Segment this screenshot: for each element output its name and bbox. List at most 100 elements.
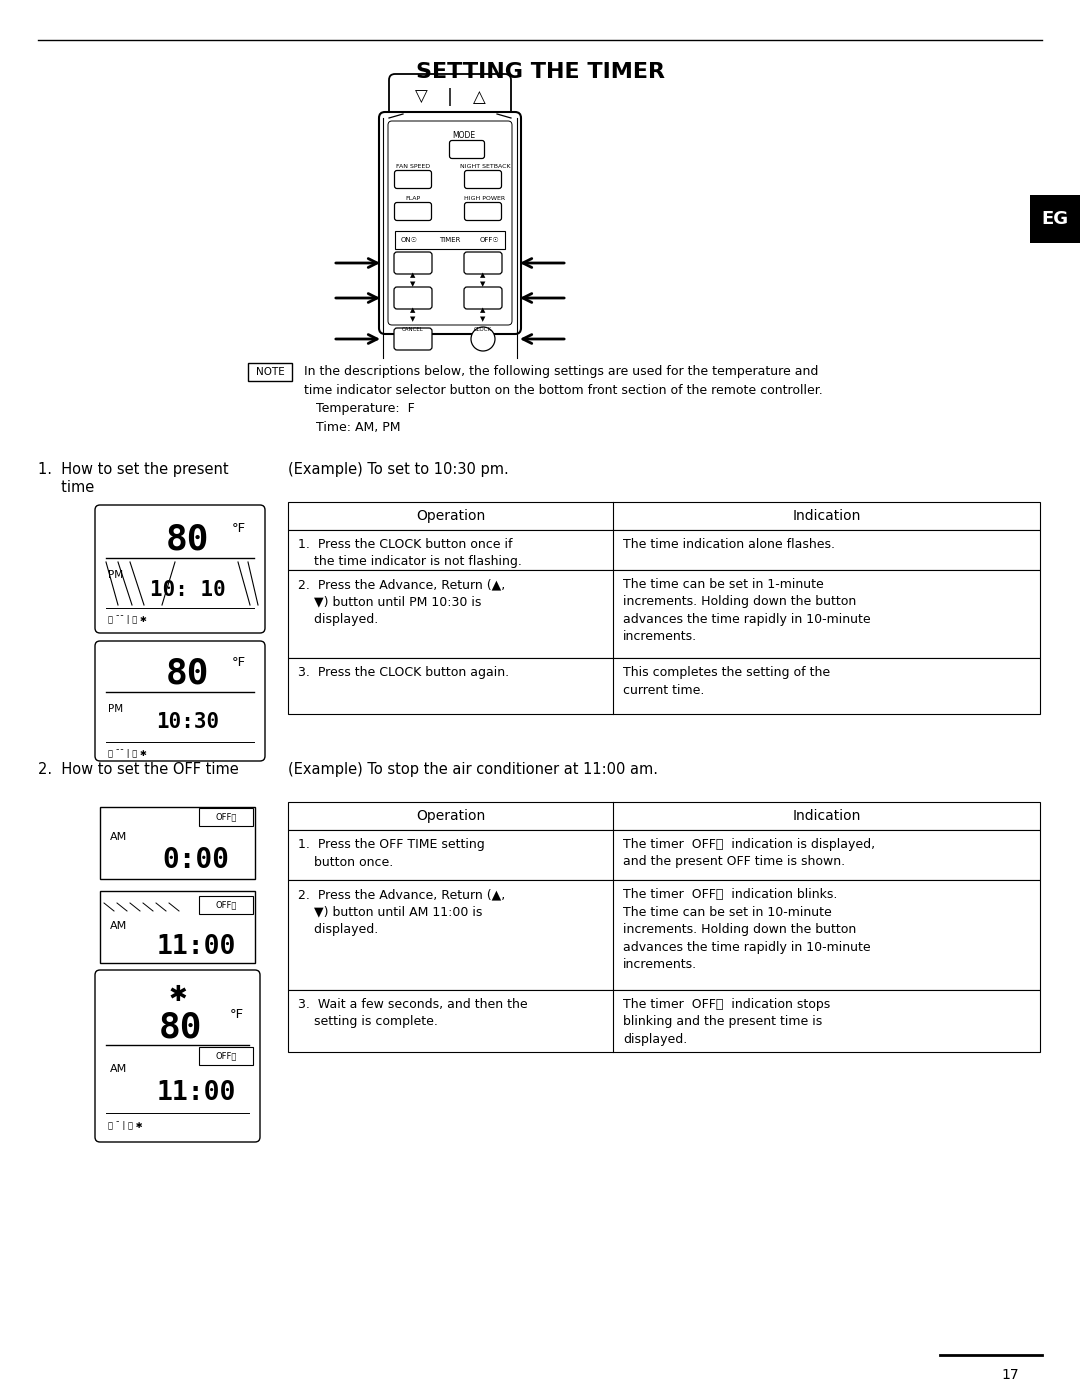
- Bar: [288, 658, 1040, 714]
- FancyBboxPatch shape: [464, 286, 502, 309]
- Bar: [288, 570, 1040, 658]
- FancyBboxPatch shape: [379, 112, 521, 334]
- FancyBboxPatch shape: [199, 807, 253, 826]
- Text: ▲: ▲: [410, 272, 416, 278]
- Bar: [395, 231, 505, 249]
- Text: The time can be set in 1-minute
increments. Holding down the button
advances the: The time can be set in 1-minute incremen…: [623, 578, 870, 644]
- Text: Operation: Operation: [416, 809, 485, 823]
- Text: Operation: Operation: [416, 509, 485, 522]
- Text: 80: 80: [166, 522, 210, 557]
- Text: ▲: ▲: [481, 307, 486, 313]
- Text: The timer  OFFⓞ  indication blinks.
The time can be set in 10-minute
increments.: The timer OFFⓞ indication blinks. The ti…: [623, 888, 870, 971]
- Text: time: time: [38, 481, 94, 495]
- FancyBboxPatch shape: [449, 141, 485, 158]
- Text: 1.  How to set the present: 1. How to set the present: [38, 462, 229, 476]
- Text: This completes the setting of the
current time.: This completes the setting of the curren…: [623, 666, 831, 697]
- Text: ▽: ▽: [415, 88, 428, 106]
- Text: 3.  Wait a few seconds, and then the
    setting is complete.: 3. Wait a few seconds, and then the sett…: [298, 997, 528, 1028]
- FancyBboxPatch shape: [389, 74, 511, 120]
- Text: PM: PM: [108, 570, 123, 580]
- Bar: [288, 990, 1040, 1052]
- FancyBboxPatch shape: [394, 170, 432, 189]
- Text: 1.  Press the CLOCK button once if
    the time indicator is not flashing.: 1. Press the CLOCK button once if the ti…: [298, 538, 522, 569]
- Text: ON☉: ON☉: [401, 237, 418, 243]
- Bar: [288, 880, 1040, 990]
- Text: Ⓐ ¯ | Ⓐ ✱: Ⓐ ¯ | Ⓐ ✱: [108, 1120, 143, 1130]
- Text: ▼: ▼: [481, 281, 486, 286]
- Text: (Example) To stop the air conditioner at 11:00 am.: (Example) To stop the air conditioner at…: [288, 761, 658, 777]
- Text: CLOCK: CLOCK: [474, 327, 492, 332]
- Bar: [288, 830, 1040, 880]
- Text: AM: AM: [110, 833, 127, 842]
- Text: 10:30: 10:30: [157, 712, 219, 732]
- Text: NOTE: NOTE: [256, 367, 284, 377]
- Text: 11:00: 11:00: [157, 1080, 235, 1106]
- Text: OFFⓞ: OFFⓞ: [215, 901, 237, 909]
- Text: 10: 10: 10: 10: [150, 580, 226, 599]
- Text: NIGHT SETBACK: NIGHT SETBACK: [460, 163, 511, 169]
- Text: 80: 80: [166, 657, 210, 692]
- Text: SETTING THE TIMER: SETTING THE TIMER: [416, 61, 664, 82]
- Text: OFF☉: OFF☉: [480, 237, 499, 243]
- FancyBboxPatch shape: [199, 1046, 253, 1065]
- Text: Ⓐ ¯¯ | Ⓐ ✱: Ⓐ ¯¯ | Ⓐ ✱: [108, 749, 147, 757]
- Text: |: |: [447, 88, 453, 106]
- Text: 0:00: 0:00: [163, 847, 230, 875]
- FancyBboxPatch shape: [95, 641, 265, 761]
- Text: AM: AM: [110, 1065, 127, 1074]
- Text: The time indication alone flashes.: The time indication alone flashes.: [623, 538, 835, 550]
- FancyBboxPatch shape: [394, 251, 432, 274]
- FancyBboxPatch shape: [394, 328, 432, 351]
- Text: MODE: MODE: [453, 131, 475, 141]
- Bar: [248, 363, 292, 381]
- Text: Indication: Indication: [793, 509, 861, 522]
- Text: 2.  How to set the OFF time: 2. How to set the OFF time: [38, 761, 239, 777]
- Text: Ⓐ ¯¯ | Ⓐ ✱: Ⓐ ¯¯ | Ⓐ ✱: [108, 615, 147, 623]
- Text: AM: AM: [110, 921, 127, 930]
- Text: In the descriptions below, the following settings are used for the temperature a: In the descriptions below, the following…: [303, 365, 823, 433]
- FancyBboxPatch shape: [464, 203, 501, 221]
- Text: OFFⓞ: OFFⓞ: [215, 1052, 237, 1060]
- Text: FLAP: FLAP: [405, 196, 420, 201]
- FancyBboxPatch shape: [95, 504, 265, 633]
- Text: ▼: ▼: [410, 281, 416, 286]
- FancyBboxPatch shape: [464, 251, 502, 274]
- Text: ▼: ▼: [481, 316, 486, 321]
- Bar: [288, 529, 1040, 570]
- Text: 1.  Press the OFF TIME setting
    button once.: 1. Press the OFF TIME setting button onc…: [298, 838, 485, 869]
- Text: The timer  OFFⓞ  indication is displayed,
and the present OFF time is shown.: The timer OFFⓞ indication is displayed, …: [623, 838, 875, 869]
- Text: The timer  OFFⓞ  indication stops
blinking and the present time is
displayed.: The timer OFFⓞ indication stops blinking…: [623, 997, 831, 1046]
- FancyBboxPatch shape: [394, 203, 432, 221]
- Text: 2.  Press the Advance, Return (▲,
    ▼) button until AM 11:00 is
    displayed.: 2. Press the Advance, Return (▲, ▼) butt…: [298, 888, 505, 936]
- FancyBboxPatch shape: [199, 895, 253, 914]
- Text: FAN SPEED: FAN SPEED: [396, 163, 430, 169]
- Circle shape: [471, 327, 495, 351]
- Text: EG: EG: [1041, 210, 1068, 228]
- Text: CANCEL: CANCEL: [402, 327, 423, 332]
- Text: ▲: ▲: [410, 307, 416, 313]
- Text: (Example) To set to 10:30 pm.: (Example) To set to 10:30 pm.: [288, 462, 509, 476]
- Text: °F: °F: [232, 655, 246, 669]
- Text: OFFⓞ: OFFⓞ: [215, 813, 237, 821]
- Text: PM: PM: [108, 704, 123, 714]
- Text: Indication: Indication: [793, 809, 861, 823]
- Bar: [288, 502, 1040, 529]
- FancyBboxPatch shape: [95, 970, 260, 1141]
- Text: °F: °F: [229, 1009, 243, 1021]
- Text: 3.  Press the CLOCK button again.: 3. Press the CLOCK button again.: [298, 666, 509, 679]
- Text: HIGH POWER: HIGH POWER: [464, 196, 505, 201]
- Text: △: △: [473, 88, 485, 106]
- FancyBboxPatch shape: [100, 891, 255, 963]
- FancyBboxPatch shape: [464, 170, 501, 189]
- Text: 80: 80: [159, 1010, 202, 1044]
- Text: 17: 17: [1001, 1368, 1018, 1382]
- Text: ✱: ✱: [168, 985, 187, 1004]
- Bar: [1030, 196, 1080, 243]
- Text: TIMER: TIMER: [440, 237, 461, 243]
- Text: 11:00: 11:00: [157, 935, 235, 960]
- Bar: [288, 802, 1040, 830]
- Text: ▼: ▼: [410, 316, 416, 321]
- FancyBboxPatch shape: [100, 807, 255, 879]
- Text: 2.  Press the Advance, Return (▲,
    ▼) button until PM 10:30 is
    displayed.: 2. Press the Advance, Return (▲, ▼) butt…: [298, 578, 505, 626]
- Text: ▲: ▲: [481, 272, 486, 278]
